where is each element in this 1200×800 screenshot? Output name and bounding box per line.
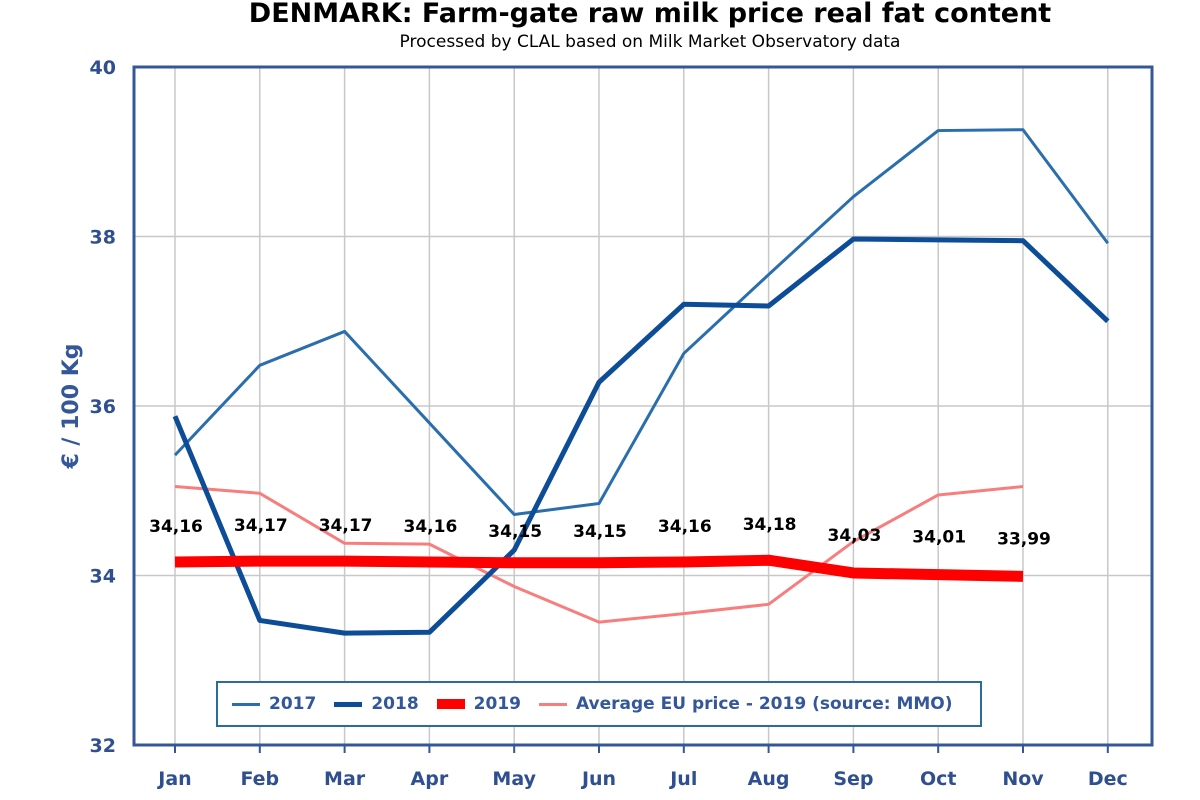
x-tick-label-may: May (492, 768, 536, 790)
y-axis-ticks: 32 34 36 38 40 (90, 57, 116, 757)
data-label-2019-nov: 33,99 (997, 529, 1051, 549)
series-line-2018 (172, 236, 1110, 636)
x-axis-ticks: Jan Feb Mar Apr May Jun Jul Aug Sep Oct Nov Dec (156, 745, 1128, 790)
x-tick-label-feb: Feb (240, 768, 279, 790)
data-label-2019-jan: 34,16 (149, 517, 203, 537)
series-line-2019 (174, 554, 1024, 582)
x-tick-label-mar: Mar (324, 768, 366, 790)
x-tick-label-jan: Jan (156, 768, 191, 790)
data-label-2019-apr: 34,16 (404, 517, 458, 537)
y-tick-label-38: 38 (90, 227, 116, 249)
y-tick-label-32: 32 (90, 735, 116, 757)
data-label-2019-feb: 34,17 (234, 516, 288, 536)
legend-swatch-2019 (436, 699, 465, 709)
data-label-2019-jun: 34,15 (573, 522, 627, 542)
data-label-2019-jul: 34,16 (658, 517, 712, 537)
legend-item-eu-average: Average EU price - 2019 (source: MMO) (538, 694, 953, 714)
legend-item-2019: 2019 (436, 694, 521, 714)
y-tick-label-34: 34 (90, 566, 116, 588)
legend-label-eu-average: Average EU price - 2019 (source: MMO) (575, 694, 953, 714)
plot-border (132, 65, 1154, 747)
legend: 2017 2018 2019 Average EU price - 2019 (… (216, 681, 982, 727)
x-tick-label-jul: Jul (668, 768, 697, 790)
legend-swatch-2017 (232, 702, 260, 706)
grid (134, 67, 1152, 745)
legend-label-2017: 2017 (269, 694, 317, 714)
x-tick-label-apr: Apr (411, 768, 449, 790)
data-label-2019-aug: 34,18 (743, 515, 797, 535)
legend-item-2018: 2018 (334, 694, 419, 714)
x-tick-label-aug: Aug (748, 768, 790, 790)
y-tick-label-40: 40 (90, 57, 116, 79)
data-label-2019-mar: 34,17 (319, 516, 373, 536)
y-axis-label: € / 100 Kg (59, 343, 84, 469)
x-tick-label-sep: Sep (833, 768, 873, 790)
legend-label-2019: 2019 (473, 694, 521, 714)
x-tick-label-dec: Dec (1088, 768, 1128, 790)
x-tick-label-jun: Jun (580, 768, 616, 790)
legend-label-2018: 2018 (371, 694, 419, 714)
legend-swatch-2018 (334, 701, 363, 707)
data-label-2019-oct: 34,01 (912, 528, 966, 548)
chart-subtitle: Processed by CLAL based on Milk Market O… (399, 32, 901, 52)
x-tick-label-nov: Nov (1002, 768, 1044, 790)
data-labels: 34,16 34,17 34,17 34,16 34,15 34,15 34,16 34,18… (149, 515, 1051, 549)
legend-swatch-eu-average (538, 702, 567, 706)
x-tick-label-oct: Oct (920, 768, 957, 790)
y-tick-label-36: 36 (90, 396, 116, 418)
data-label-2019-may: 34,15 (488, 522, 542, 542)
series-lines (172, 128, 1110, 636)
data-label-2019-sep: 34,03 (828, 526, 882, 546)
legend-item-2017: 2017 (232, 694, 316, 714)
series-line-2017 (173, 128, 1110, 516)
chart-title: DENMARK: Farm-gate raw milk price real f… (248, 0, 1052, 29)
series-line-eu-average (174, 485, 1024, 624)
